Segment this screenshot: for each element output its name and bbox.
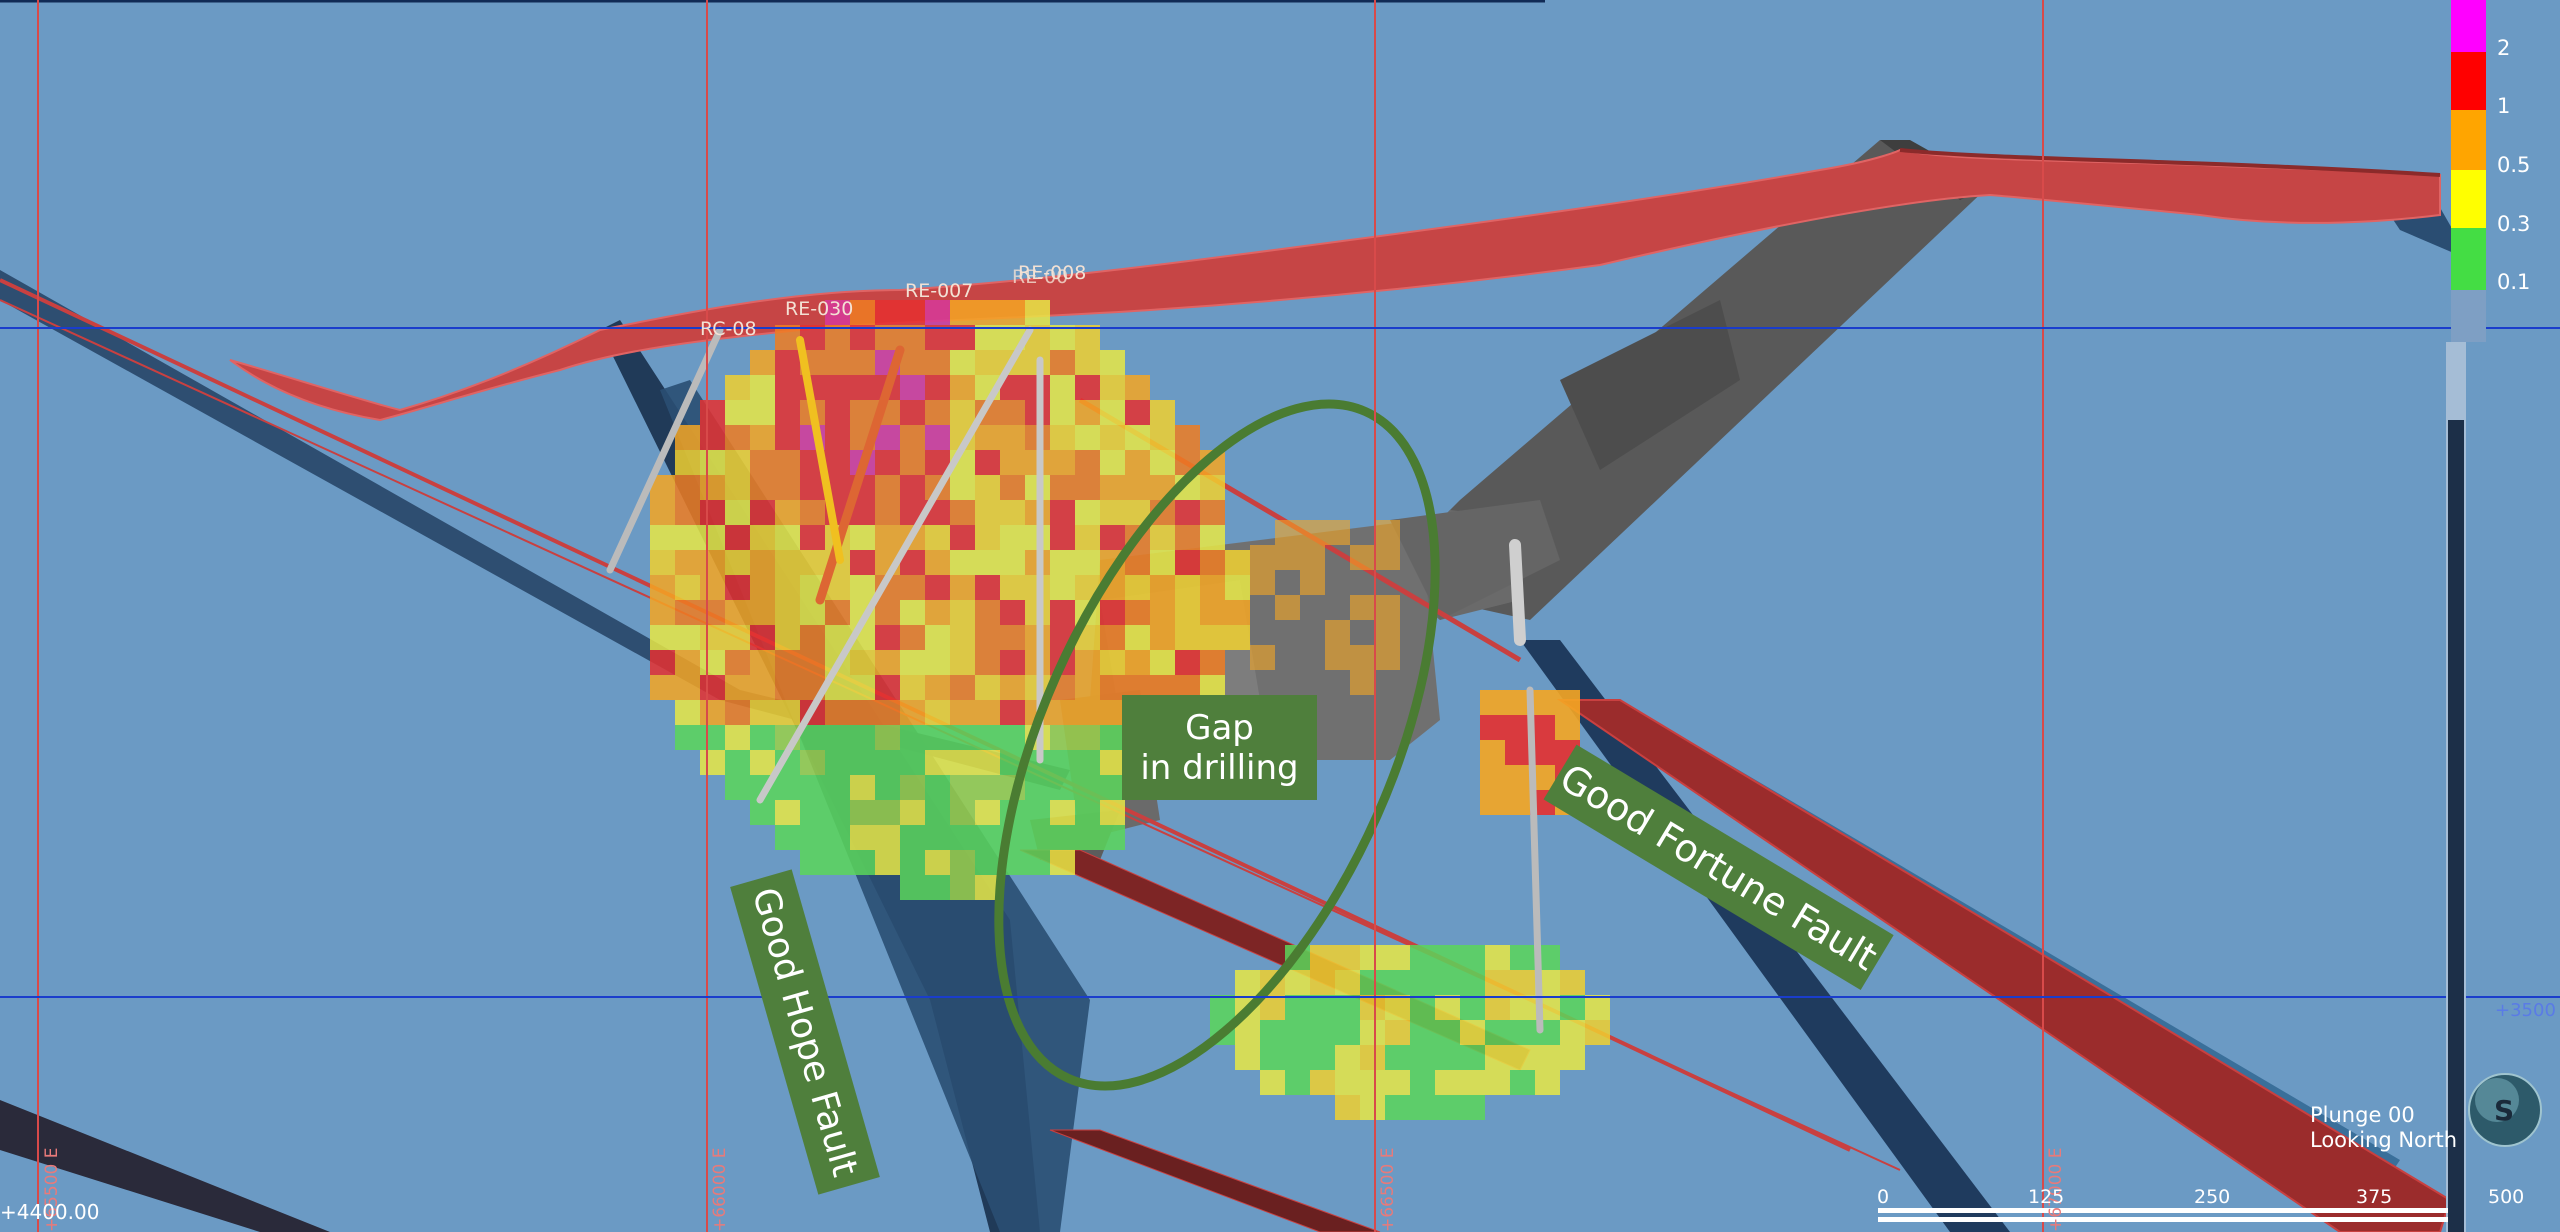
legend-tick: 0.3 [2497, 212, 2531, 236]
drillhole-label: RC-08 [700, 318, 757, 340]
legend-tick: 1 [2497, 94, 2511, 118]
scale-bar [1878, 1208, 2448, 1222]
drillhole-label: RE-030 [785, 298, 854, 320]
drillholes [606, 326, 1544, 1034]
drillhole-label: RE-007 [905, 280, 974, 302]
easting-label-3: +66500 E [1378, 1147, 1398, 1232]
scale-tick: 0 [1877, 1186, 1890, 1208]
elevation-grid-lines [0, 327, 2560, 998]
scale-tick: 125 [2028, 1186, 2065, 1208]
easting-label-2: +66000 E [710, 1147, 730, 1232]
elevation-right-label: +3500 [2495, 1000, 2556, 1021]
drillhole-label: RE-008 [1018, 262, 1087, 284]
compass-letter: S [2494, 1094, 2515, 1127]
legend-tick: 2 [2497, 36, 2511, 60]
gap-label-line1: Gap [1185, 707, 1254, 748]
scale-tick: 500 [2488, 1186, 2525, 1208]
gap-in-drilling-label: Gap in drilling [1122, 695, 1317, 800]
easting-grid-lines [37, 0, 2044, 1232]
scale-tick: 375 [2356, 1186, 2393, 1208]
gap-label-line2: in drilling [1140, 747, 1299, 788]
compass-sphere[interactable] [2468, 1073, 2542, 1147]
gap-ellipse-outline [994, 399, 1440, 1091]
drillhole-label: RE-00 [1012, 266, 1069, 288]
plunge-label: Plunge 00 [2310, 1103, 2415, 1127]
legend-tick: 0.1 [2497, 270, 2531, 294]
legend-tick: 0.5 [2497, 153, 2531, 177]
grade-legend-bar [2446, 0, 2486, 1232]
scale-tick: 250 [2194, 1186, 2231, 1208]
elevation-corner-label: +4400.00 [0, 1200, 100, 1224]
view-direction-label: Looking North [2310, 1128, 2458, 1152]
